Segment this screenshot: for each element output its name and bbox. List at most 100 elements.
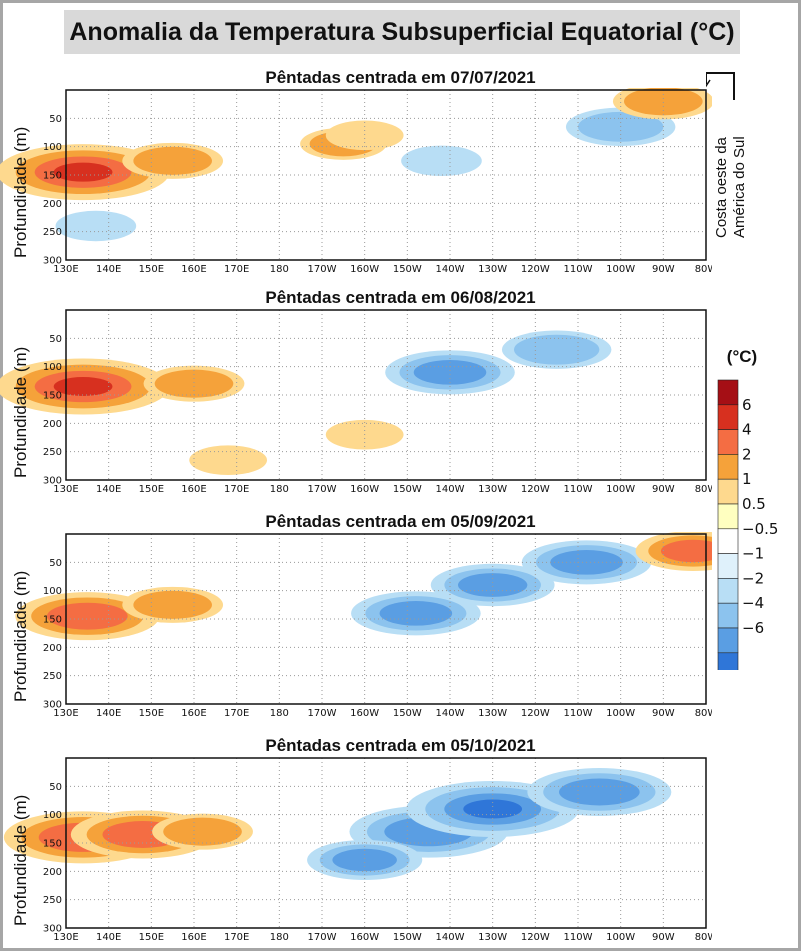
- colorbar-label: 4: [742, 421, 752, 439]
- anomaly-contour: [189, 445, 268, 475]
- panel-2-chart: 130E 140E 150E 160E 170E 180 170W 160W 150W 140W 1…: [0, 309, 712, 495]
- x-tick-label: 110W: [564, 932, 593, 943]
- x-tick-label: 160E: [181, 932, 206, 943]
- colorbar-swatch: [717, 454, 739, 480]
- figure-title: Anomalia da Temperatura Subsuperficial E…: [69, 17, 735, 46]
- x-tick-label: 140W: [436, 708, 465, 719]
- anomaly-contour: [133, 590, 212, 619]
- x-tick-label: 180: [270, 484, 289, 495]
- anomaly-contour: [154, 369, 234, 398]
- colorbar-unit: (°C): [727, 347, 757, 366]
- x-tick-label: 160W: [350, 932, 379, 943]
- x-tick-label: 140W: [436, 932, 465, 943]
- y-tick-label: 300: [43, 256, 62, 267]
- colorbar-swatch: [717, 528, 739, 554]
- panel-4-title: Pêntadas centrada em 05/10/2021: [265, 736, 536, 755]
- y-tick-label: 300: [43, 476, 62, 487]
- x-tick-label: 170W: [308, 932, 337, 943]
- colorbar-label: −2: [742, 569, 764, 587]
- x-tick-label: 110W: [564, 264, 593, 275]
- colorbar: (°C) 6 4 2 1 0.5 −0.5 −1 −2 −4 −6: [717, 347, 778, 670]
- x-tick-label: 80W: [695, 484, 712, 495]
- x-tick-label: 110W: [564, 484, 593, 495]
- anomaly-contour: [325, 120, 404, 151]
- anomaly-contour: [133, 146, 212, 175]
- y-tick-label: 250: [43, 227, 62, 238]
- x-tick-label: 130W: [478, 484, 507, 495]
- y-tick-label: 300: [43, 924, 62, 935]
- anomaly-contour: [332, 848, 397, 872]
- anomaly-field: [15, 532, 712, 641]
- x-tick-label: 170E: [224, 708, 249, 719]
- x-tick-label: 150W: [393, 708, 422, 719]
- anomaly-contour: [624, 88, 703, 116]
- anomaly-contour: [559, 778, 640, 806]
- anomaly-contour: [163, 817, 242, 846]
- x-tick-label: 80W: [695, 708, 712, 719]
- anomaly-contour: [53, 376, 113, 397]
- x-tick-label: 140E: [96, 484, 121, 495]
- y-tick-label: 150: [43, 839, 62, 850]
- x-tick-label: 180: [270, 932, 289, 943]
- anomaly-field: [3, 768, 672, 880]
- x-tick-label: 120W: [521, 708, 550, 719]
- x-tick-label: 100W: [606, 708, 635, 719]
- y-tick-label: 50: [49, 782, 62, 793]
- x-tick-label: 160W: [350, 708, 379, 719]
- panel-4-chart: 130E 140E 150E 160E 170E 180 170W 160W 150W 140W 1…: [3, 757, 712, 943]
- y-tick-label: 100: [43, 586, 62, 597]
- x-tick-label: 80W: [695, 264, 712, 275]
- x-tick-label: 140E: [96, 264, 121, 275]
- coast-bracket-line: [706, 72, 735, 100]
- x-tick-label: 90W: [652, 264, 675, 275]
- x-tick-label: 150W: [393, 264, 422, 275]
- colorbar-label: −0.5: [742, 520, 778, 538]
- x-tick-label: 180: [270, 264, 289, 275]
- x-tick-label: 160W: [350, 264, 379, 275]
- x-tick-label: 170W: [308, 484, 337, 495]
- y-tick-label: 200: [43, 199, 62, 210]
- x-tick-label: 120W: [521, 264, 550, 275]
- x-tick-label: 130E: [53, 932, 78, 943]
- y-tick-label: 200: [43, 643, 62, 654]
- colorbar-swatch: [717, 404, 739, 430]
- anomaly-contour: [53, 162, 113, 182]
- y-tick-label: 150: [43, 171, 62, 182]
- coast-note-line-2: América do Sul: [731, 136, 748, 238]
- x-tick-label: 90W: [652, 484, 675, 495]
- coast-note-line-1: Costa oeste da: [713, 136, 730, 238]
- colorbar-swatch: [717, 429, 739, 455]
- x-tick-label: 180: [270, 708, 289, 719]
- y-axis-label: Profundidade (m): [11, 347, 30, 478]
- colorbar-swatch: [717, 379, 739, 406]
- anomaly-field: [0, 330, 612, 475]
- panel-3-title: Pêntadas centrada em 05/09/2021: [265, 512, 536, 531]
- plot-border: [65, 309, 707, 481]
- panel-2-title: Pêntadas centrada em 06/08/2021: [265, 288, 536, 307]
- colorbar-swatch: [717, 503, 739, 530]
- x-tick-label: 130W: [478, 932, 507, 943]
- colorbar-swatch: [717, 578, 739, 604]
- anomaly-contour: [401, 145, 482, 177]
- anomaly-field: [0, 88, 712, 242]
- y-tick-label: 300: [43, 700, 62, 711]
- y-tick-label: 250: [43, 895, 62, 906]
- colorbar-swatch: [717, 478, 739, 505]
- y-tick-label: 100: [43, 362, 62, 373]
- panel-1-chart: 130E 140E 150E 160E 170E 180 170W 160W 150W 140W 1…: [0, 88, 712, 275]
- x-tick-label: 160E: [181, 264, 206, 275]
- plot-border: [65, 533, 707, 705]
- x-tick-label: 140E: [96, 708, 121, 719]
- colorbar-label: 1: [742, 470, 752, 488]
- colorbar-label: 0.5: [742, 495, 766, 513]
- x-tick-label: 80W: [695, 932, 712, 943]
- y-tick-label: 250: [43, 447, 62, 458]
- y-tick-label: 100: [43, 810, 62, 821]
- y-axis-label: Profundidade (m): [11, 795, 30, 926]
- y-tick-label: 200: [43, 867, 62, 878]
- x-tick-label: 150W: [393, 484, 422, 495]
- x-tick-label: 170W: [308, 264, 337, 275]
- plot-border: [65, 89, 707, 261]
- x-tick-label: 130W: [478, 264, 507, 275]
- y-tick-label: 50: [49, 334, 62, 345]
